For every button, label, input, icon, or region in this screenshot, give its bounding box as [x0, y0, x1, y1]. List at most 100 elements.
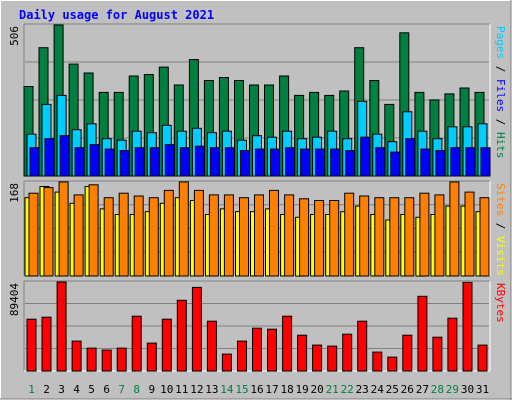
bar-sites-day-14: [223, 194, 234, 277]
bar-kbytes-day-4: [71, 340, 82, 372]
panel-visits-ymax-label: 168: [8, 183, 21, 203]
bar-sites-day-24: [374, 197, 385, 277]
x-tick-label: 29: [446, 383, 459, 396]
bar-sites-day-17: [269, 189, 279, 277]
legend-part: /: [494, 216, 507, 236]
bar-kbytes-day-22: [342, 333, 353, 372]
x-tick-label: 4: [73, 383, 80, 396]
bar-kbytes-day-12: [191, 286, 202, 372]
x-tick-label: 27: [416, 383, 429, 396]
bar-sites-day-31: [479, 197, 490, 277]
x-tick-label: 8: [133, 383, 140, 396]
bar-kbytes-day-9: [146, 342, 157, 372]
bar-kbytes-day-23: [357, 320, 368, 372]
x-tick-label: 5: [88, 383, 95, 396]
bar-sites-day-3: [58, 181, 69, 277]
bar-sites-day-30: [464, 191, 475, 277]
bar-sites-day-11: [178, 181, 189, 277]
bar-pages-day-5: [89, 144, 100, 177]
bar-kbytes-day-29: [447, 317, 458, 372]
x-tick-label: 6: [103, 383, 110, 396]
bar-kbytes-day-16: [252, 327, 262, 372]
bar-pages-day-17: [270, 148, 280, 177]
bar-kbytes-day-13: [206, 320, 217, 372]
bar-pages-day-31: [480, 147, 491, 177]
bar-sites-day-18: [284, 194, 295, 277]
bar-sites-day-21: [329, 200, 340, 277]
bar-sites-day-26: [404, 197, 415, 277]
legend-part: /: [494, 59, 507, 79]
bar-kbytes-day-17: [267, 328, 277, 372]
bar-sites-day-6: [103, 197, 114, 277]
bar-sites-day-15: [239, 197, 249, 277]
panel-hits: 506 Pages / Files / Hits: [8, 23, 507, 177]
bar-kbytes-day-15: [237, 340, 247, 372]
bar-sites-day-25: [389, 197, 400, 277]
x-tick-label: 23: [356, 383, 369, 396]
x-tick-label: 20: [310, 383, 323, 396]
bar-kbytes-day-14: [221, 353, 232, 372]
bar-pages-day-27: [420, 148, 431, 177]
bar-sites-day-1: [28, 192, 39, 277]
legend-part: Visits: [494, 236, 507, 276]
bar-kbytes-day-28: [432, 336, 443, 372]
x-tick-label: 15: [235, 383, 248, 396]
panel-kbytes-legend: KBytes: [494, 283, 507, 323]
bar-kbytes-day-30: [462, 281, 473, 372]
x-tick-label: 18: [280, 383, 293, 396]
x-tick-label: 1: [28, 383, 35, 396]
bar-kbytes-day-8: [131, 315, 142, 372]
bar-sites-day-12: [193, 189, 204, 277]
bar-kbytes-day-18: [282, 315, 293, 372]
bar-kbytes-day-7: [116, 347, 127, 372]
bar-kbytes-day-6: [101, 349, 112, 372]
x-tick-label: 7: [118, 383, 125, 396]
x-tick-label: 19: [295, 383, 308, 396]
bar-pages-day-24: [375, 147, 386, 177]
x-tick-label: 30: [461, 383, 474, 396]
bar-sites-day-29: [449, 181, 460, 277]
panel-hits-ymax-label: 506: [8, 26, 21, 46]
bar-sites-day-4: [73, 194, 84, 277]
bar-pages-day-29: [450, 147, 461, 177]
x-tick-label: 13: [205, 383, 218, 396]
bar-kbytes-day-21: [327, 345, 338, 372]
bar-kbytes-day-31: [477, 344, 488, 372]
bar-pages-day-3: [59, 135, 70, 177]
bar-sites-day-23: [359, 195, 370, 277]
x-tick-label: 21: [326, 383, 339, 396]
bar-pages-day-7: [119, 150, 130, 177]
legend-part: KBytes: [494, 283, 507, 323]
x-tick-label: 16: [250, 383, 263, 396]
panel-kbytes-ymax-label: 89404: [8, 283, 21, 316]
bar-sites-day-5: [88, 184, 99, 277]
bar-sites-day-8: [133, 195, 144, 277]
bar-pages-day-22: [345, 150, 356, 177]
bar-pages-day-19: [300, 148, 311, 177]
x-tick-label: 25: [386, 383, 399, 396]
bar-kbytes-day-25: [387, 356, 398, 372]
x-tick-label: 2: [43, 383, 50, 396]
bar-sites-day-16: [254, 194, 264, 277]
bar-pages-day-6: [104, 148, 115, 177]
bar-pages-day-18: [285, 147, 296, 177]
x-tick-label: 11: [175, 383, 188, 396]
bar-kbytes-day-19: [297, 334, 308, 372]
bar-kbytes-day-5: [86, 347, 97, 372]
legend-part: Hits: [494, 132, 507, 159]
x-tick-label: 3: [58, 383, 65, 396]
bar-pages-day-26: [405, 138, 416, 177]
chart-panels: 506 Pages / Files / Hits 168 Sites / Visits…: [8, 23, 507, 372]
bar-kbytes-day-2: [41, 316, 52, 372]
bar-pages-day-1: [29, 147, 40, 177]
bar-sites-day-10: [163, 189, 174, 277]
x-tick-label: 9: [148, 383, 155, 396]
bar-pages-day-12: [194, 145, 205, 177]
bar-pages-day-11: [179, 147, 190, 177]
x-tick-label: 26: [401, 383, 414, 396]
bar-sites-day-19: [299, 198, 310, 277]
bar-kbytes-day-1: [26, 318, 37, 372]
bar-sites-day-22: [344, 192, 355, 277]
x-tick-label: 22: [341, 383, 354, 396]
